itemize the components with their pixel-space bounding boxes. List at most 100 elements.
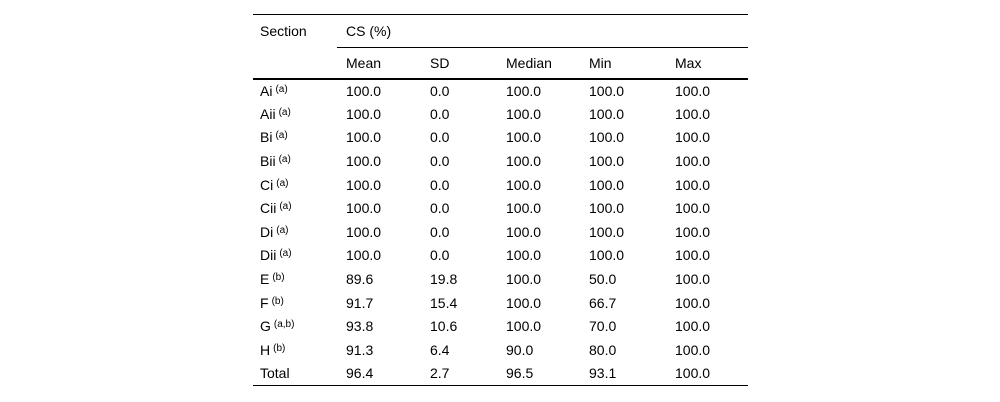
cell-max: 100.0 <box>675 271 711 288</box>
table-row: H (b) 91.3 6.4 90.0 80.0 100.0 <box>253 338 748 362</box>
cell-mean: 89.6 <box>346 271 374 288</box>
row-label: Bii <box>260 153 276 170</box>
table-row: Ai (a) 100.0 0.0 100.0 100.0 100.0 <box>253 79 748 103</box>
cell-mean: 100.0 <box>346 153 382 170</box>
cell-sd: 0.0 <box>430 200 450 217</box>
cell-max: 100.0 <box>675 200 711 217</box>
cell-min: 50.0 <box>589 271 617 288</box>
row-label: Di <box>260 223 274 240</box>
table-body: Ai (a) 100.0 0.0 100.0 100.0 100.0 Aii (a)… <box>253 79 749 386</box>
cell-min: 100.0 <box>589 223 625 240</box>
row-label: Cii <box>260 200 277 217</box>
row-label-cell: Cii (a) <box>253 196 337 220</box>
col-header-mean: Mean <box>337 47 421 80</box>
row-label-cell: H (b) <box>253 338 337 362</box>
cell-max: 100.0 <box>675 223 711 240</box>
cell-max: 100.0 <box>666 361 749 386</box>
row-label-cell: Dii (a) <box>253 244 337 268</box>
table-row: Di (a) 100.0 0.0 100.0 100.0 100.0 <box>253 220 748 244</box>
cell-mean: 100.0 <box>346 200 382 217</box>
row-label-cell: Total <box>253 361 337 386</box>
cell-median: 100.0 <box>506 153 542 170</box>
empty-header-cell <box>253 47 337 80</box>
cell-median: 100.0 <box>506 271 542 288</box>
row-label: Aii <box>260 105 276 122</box>
cell-sd: 0.0 <box>430 176 450 193</box>
row-label-cell: Ai (a) <box>253 79 337 103</box>
row-footnote-marker: (a) <box>275 83 288 95</box>
row-label: Total <box>260 365 290 382</box>
row-footnote-marker: (a) <box>275 130 288 142</box>
row-label: F <box>260 294 269 311</box>
cell-mean: 100.0 <box>346 247 382 264</box>
table-row: Bi (a) 100.0 0.0 100.0 100.0 100.0 <box>253 126 748 150</box>
cell-sd: 0.0 <box>430 105 450 122</box>
row-footnote-marker: (b) <box>273 342 286 354</box>
cell-sd: 10.6 <box>430 318 458 335</box>
row-label-cell: Ci (a) <box>253 173 337 197</box>
table-row: Total 96.4 2.7 96.5 93.1 100.0 <box>253 361 749 386</box>
col-header-sd: SD <box>421 47 497 80</box>
cell-sd: 0.0 <box>430 247 450 264</box>
row-footnote-marker: (a,b) <box>273 319 295 331</box>
cell-sd: 2.7 <box>421 361 497 386</box>
row-label-cell: G (a,b) <box>253 314 337 338</box>
cell-min: 100.0 <box>589 129 625 146</box>
row-footnote-marker: (a) <box>279 248 292 260</box>
row-footnote-marker: (a) <box>278 106 291 118</box>
cell-sd: 6.4 <box>430 341 450 358</box>
row-label-cell: Bii (a) <box>253 149 337 173</box>
cell-median: 100.0 <box>506 82 542 99</box>
row-label: Dii <box>260 247 277 264</box>
col-header-median: Median <box>497 47 580 80</box>
cell-sd: 15.4 <box>430 294 458 311</box>
table-row: Dii (a) 100.0 0.0 100.0 100.0 100.0 <box>253 244 748 268</box>
row-label: E <box>260 271 270 288</box>
col-header-min: Min <box>580 47 666 80</box>
cell-min: 100.0 <box>589 176 625 193</box>
cell-min: 100.0 <box>589 200 625 217</box>
cell-max: 100.0 <box>675 294 711 311</box>
row-footnote-marker: (a) <box>276 224 289 236</box>
row-label-cell: Di (a) <box>253 220 337 244</box>
section-column-header: Section <box>253 14 337 48</box>
cell-mean: 91.3 <box>346 341 374 358</box>
row-label-cell: Bi (a) <box>253 126 337 150</box>
table-row: Bii (a) 100.0 0.0 100.0 100.0 100.0 <box>253 149 748 173</box>
cell-median: 90.0 <box>506 341 534 358</box>
cell-min: 100.0 <box>589 153 625 170</box>
cell-sd: 0.0 <box>430 153 450 170</box>
row-footnote-marker: (a) <box>276 177 289 189</box>
cell-min: 80.0 <box>589 341 617 358</box>
row-label-cell: Aii (a) <box>253 102 337 126</box>
cell-min: 93.1 <box>580 361 666 386</box>
stat-header-row: Mean SD Median Min Max <box>253 47 749 80</box>
cell-sd: 0.0 <box>430 129 450 146</box>
cell-mean: 100.0 <box>346 82 382 99</box>
cs-statistics-table: Section CS (%) Mean SD Median Min Max Ai… <box>253 14 749 386</box>
row-footnote-marker: (a) <box>278 154 291 166</box>
row-label-cell: F (b) <box>253 291 337 315</box>
cell-median: 100.0 <box>506 176 542 193</box>
row-footnote-marker: (b) <box>272 272 285 284</box>
cell-max: 100.0 <box>675 247 711 264</box>
cell-median: 100.0 <box>506 318 542 335</box>
row-label: Ci <box>260 176 274 193</box>
col-header-max: Max <box>666 47 749 80</box>
cell-mean: 100.0 <box>346 176 382 193</box>
group-header-row: Section CS (%) <box>253 14 749 48</box>
cell-min: 100.0 <box>589 247 625 264</box>
table-row: Cii (a) 100.0 0.0 100.0 100.0 100.0 <box>253 196 748 220</box>
cell-min: 70.0 <box>589 318 617 335</box>
cell-mean: 100.0 <box>346 129 382 146</box>
cell-mean: 100.0 <box>346 223 382 240</box>
cell-max: 100.0 <box>675 176 711 193</box>
cell-mean: 96.4 <box>337 361 421 386</box>
row-footnote-marker: (a) <box>279 201 292 213</box>
cell-median: 100.0 <box>506 200 542 217</box>
cell-max: 100.0 <box>675 341 711 358</box>
cell-median: 100.0 <box>506 294 542 311</box>
cell-max: 100.0 <box>675 129 711 146</box>
table-row: Ci (a) 100.0 0.0 100.0 100.0 100.0 <box>253 173 748 197</box>
cell-median: 100.0 <box>506 105 542 122</box>
